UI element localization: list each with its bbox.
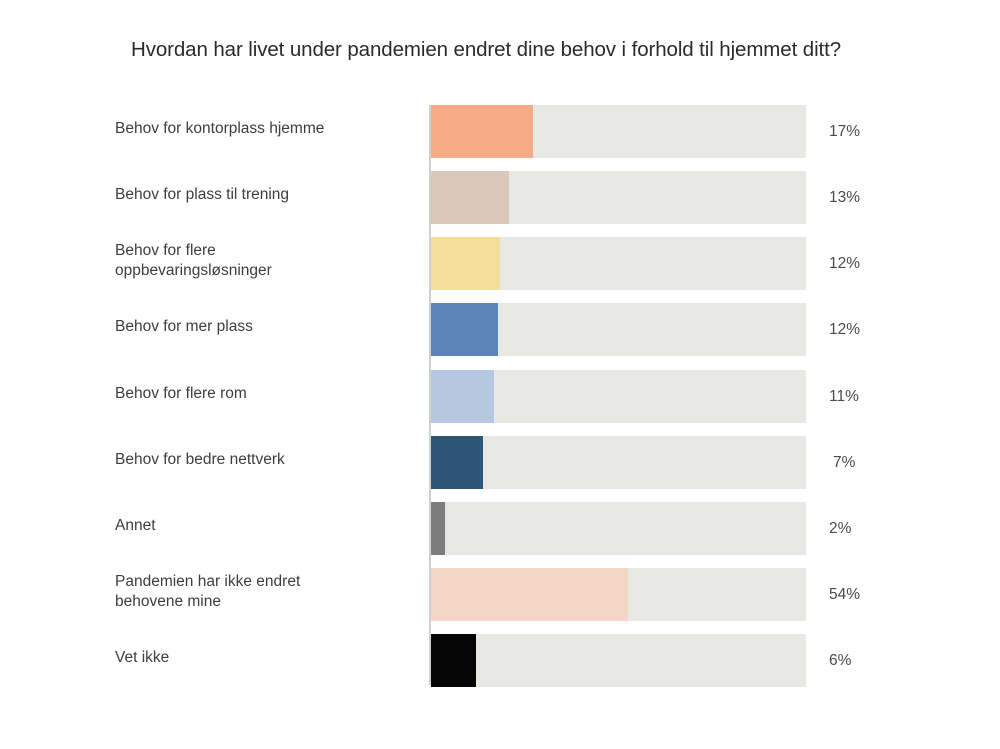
bar-fill[interactable] (431, 370, 494, 423)
bar-row: Behov for flere rom 11% (0, 370, 1000, 423)
bar-value-label: 54% (829, 586, 861, 603)
bar-fill[interactable] (431, 105, 533, 158)
bar-track (431, 634, 806, 687)
category-label: Pandemien har ikke endret behovene mine (115, 573, 301, 610)
bar-fill[interactable] (431, 237, 500, 290)
bar-row: Vet ikke 6% (0, 634, 1000, 687)
chart-title: Hvordan har livet under pandemien endret… (131, 38, 842, 61)
bar-track (431, 105, 806, 158)
bar-value-label: 11% (829, 388, 859, 405)
bar-track (431, 502, 806, 555)
category-label: Behov for flere rom (115, 385, 247, 402)
bar-row: Pandemien har ikke endret behovene mine … (0, 568, 1000, 621)
bar-value-label: 13% (829, 189, 861, 206)
bar-value-label: 7% (833, 454, 856, 471)
bar-track (431, 370, 806, 423)
bar-row: Behov for plass til trening 13% (0, 171, 1000, 224)
bar-row: Behov for kontorplass hjemme 17% (0, 105, 1000, 158)
category-label: Behov for mer plass (115, 318, 253, 335)
bar-value-label: 2% (829, 520, 852, 537)
bar-fill[interactable] (431, 634, 476, 687)
bar-value-label: 12% (829, 255, 861, 272)
category-label: Vet ikke (115, 649, 170, 666)
category-axis-line (429, 105, 431, 685)
category-label: Annet (115, 517, 156, 534)
bar-row: Behov for flere oppbevaringsløsninger 12… (0, 237, 1000, 290)
bar-fill[interactable] (431, 171, 509, 224)
bar-fill[interactable] (431, 436, 483, 489)
bar-value-label: 12% (829, 321, 861, 338)
bar-track (431, 303, 806, 356)
bar-fill[interactable] (431, 502, 445, 555)
category-label: Behov for plass til trening (115, 186, 290, 203)
bar-track (431, 171, 806, 224)
bar-track (431, 237, 806, 290)
category-label: Behov for bedre nettverk (115, 451, 285, 468)
bar-value-label: 6% (829, 652, 852, 669)
category-label: Behov for kontorplass hjemme (115, 120, 325, 137)
category-label: Behov for flere oppbevaringsløsninger (115, 242, 272, 279)
bar-fill[interactable] (431, 303, 498, 356)
bar-value-label: 17% (829, 123, 861, 140)
bar-row: Behov for mer plass 12% (0, 303, 1000, 356)
bar-track (431, 436, 806, 489)
bar-row: Annet 2% (0, 502, 1000, 555)
bar-track (431, 568, 806, 621)
bar-row: Behov for bedre nettverk 7% (0, 436, 1000, 489)
bar-fill[interactable] (431, 568, 628, 621)
